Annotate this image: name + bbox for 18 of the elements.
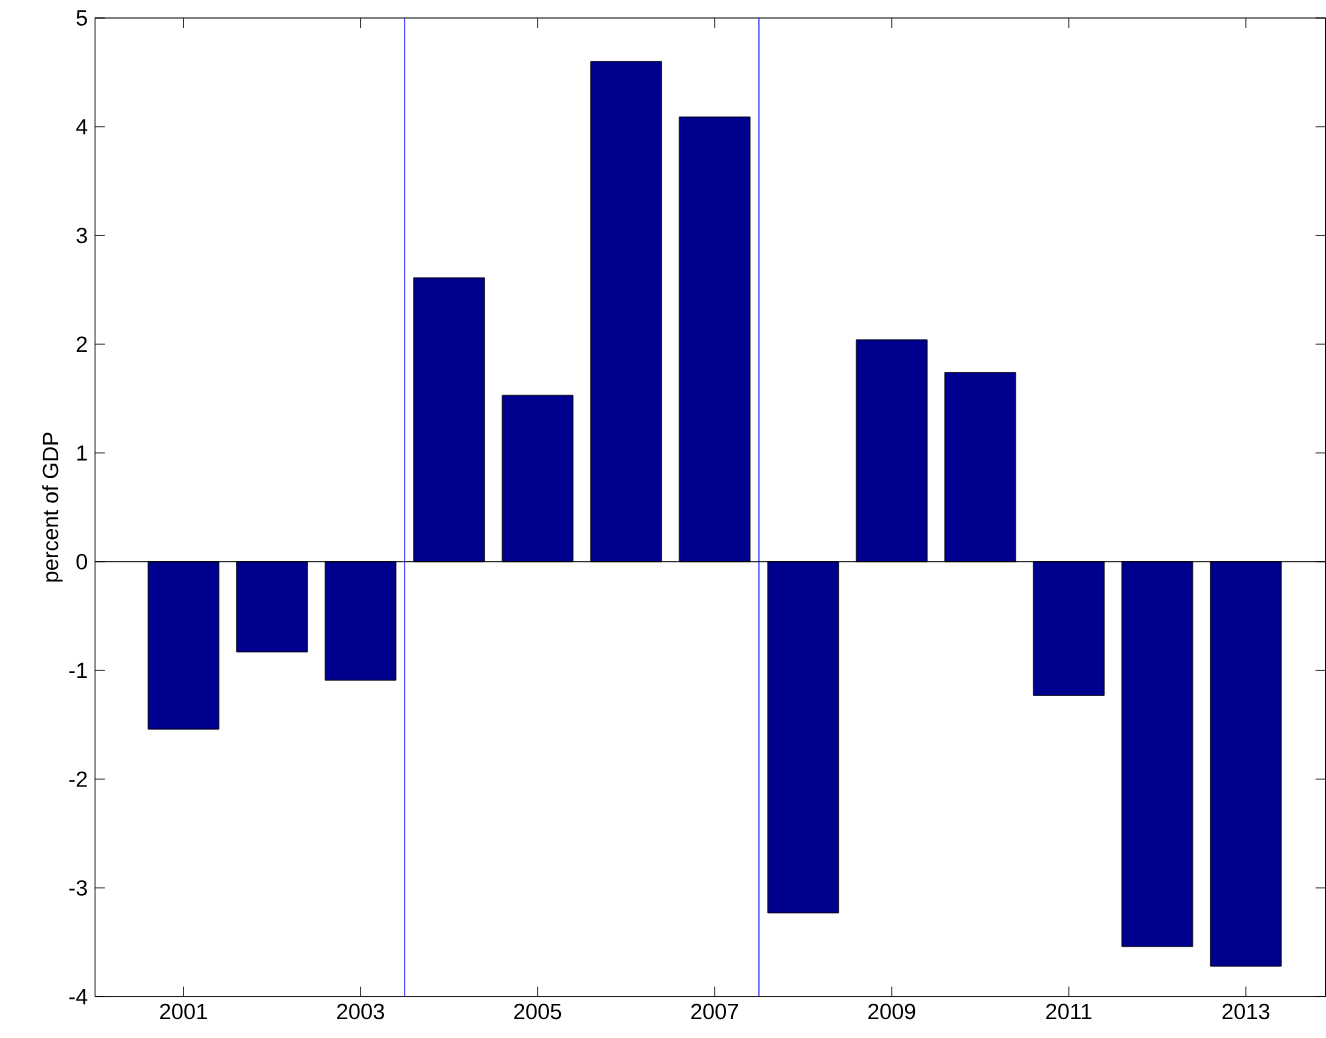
x-tick-label: 2003 [337, 1003, 385, 1020]
y-axis-title: percent of GDP [42, 432, 63, 582]
y-tick-label: 5 [76, 10, 87, 26]
y-tick-label: 2 [76, 336, 87, 353]
y-tick-label: -1 [69, 663, 87, 679]
y-tick-label: -4 [69, 989, 88, 1005]
y-tick-label: -2 [69, 771, 87, 788]
x-tick-label: 2007 [691, 1003, 739, 1020]
y-tick-label: 1 [77, 445, 87, 461]
x-tick-label: 2001 [160, 1003, 207, 1020]
y-tick-label: -3 [69, 880, 87, 896]
y-tick-label: 0 [76, 554, 88, 570]
y-tick-label: 3 [76, 227, 87, 244]
x-tick-label: 2005 [514, 1003, 562, 1020]
x-tick-label: 2009 [868, 1003, 916, 1020]
y-tick-label: 4 [76, 119, 88, 135]
x-tick-label: 2011 [1046, 1003, 1092, 1020]
x-tick-label: 2013 [1222, 1003, 1270, 1020]
